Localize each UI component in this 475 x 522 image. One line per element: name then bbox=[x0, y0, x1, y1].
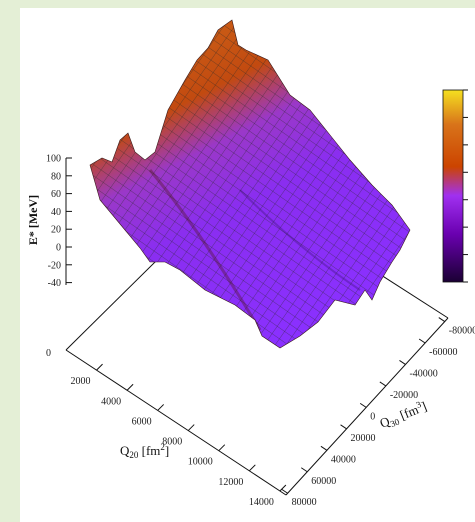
figure-frame: 100 80 60 40 20 0 -20 -40 0 E* [MeV] 2000 4000 60… bbox=[20, 8, 475, 522]
q20-tick-mark bbox=[96, 363, 103, 371]
z-tick-label: 100 bbox=[46, 154, 61, 165]
q30-axis-ticks: -80000 -60000 -40000 -20000 0 20000 40000 60000… bbox=[281, 317, 475, 508]
q30-tick-label: -40000 bbox=[409, 368, 437, 379]
q30-tick-label: 0 bbox=[370, 411, 375, 422]
q30-tick-mark bbox=[281, 488, 288, 494]
q20-tick-label: 14000 bbox=[249, 497, 274, 508]
q20-tick-mark bbox=[126, 383, 134, 391]
q30-tick-mark bbox=[340, 424, 347, 430]
q20-axis-label: Q20 [fm2] bbox=[120, 442, 169, 460]
q20-tick-mark bbox=[218, 444, 226, 452]
q30-tick-mark bbox=[379, 381, 387, 387]
z-tick-label: 60 bbox=[51, 189, 61, 200]
colorbar-ticks bbox=[463, 89, 468, 283]
q30-tick-mark bbox=[300, 467, 308, 473]
colorbar-gradient bbox=[442, 89, 464, 283]
q20-tick-mark bbox=[187, 424, 195, 431]
q20-tick-mark bbox=[279, 484, 287, 492]
z-tick-label: 0 bbox=[56, 243, 61, 254]
q30-tick-label: 60000 bbox=[311, 476, 336, 487]
colorbar bbox=[442, 89, 468, 283]
z-axis-ticks: 100 80 60 40 20 0 -20 -40 bbox=[46, 154, 72, 289]
z-tick-label: -40 bbox=[48, 278, 61, 289]
q30-axis-line bbox=[285, 317, 449, 496]
z-tick-label: 40 bbox=[51, 207, 61, 218]
q20-tick-label: 6000 bbox=[132, 416, 152, 427]
q30-tick-label: -80000 bbox=[449, 326, 475, 337]
q20-tick-label: 4000 bbox=[101, 396, 121, 407]
q30-tick-mark bbox=[418, 338, 426, 344]
q20-tick-label: 12000 bbox=[218, 477, 243, 488]
q30-tick-label: -20000 bbox=[390, 390, 418, 401]
q30-axis-label: Q30 [fm3] bbox=[377, 397, 429, 432]
q30-tick-label: -60000 bbox=[429, 347, 457, 358]
q20-axis-ticks: 2000 4000 6000 8000 10000 12000 14000 bbox=[71, 363, 287, 508]
z-tick-label: 20 bbox=[51, 225, 61, 236]
z-tick-label: 80 bbox=[51, 171, 61, 182]
q20-tick-label: 2000 bbox=[71, 376, 91, 387]
z-floor-label: 0 bbox=[46, 348, 51, 359]
q30-tick-mark bbox=[399, 360, 406, 365]
energy-surface bbox=[89, 19, 411, 349]
q30-tick-mark bbox=[320, 445, 328, 451]
surface-chart: 100 80 60 40 20 0 -20 -40 0 E* [MeV] 2000 4000 60… bbox=[26, 19, 475, 508]
q30-tick-mark bbox=[438, 317, 446, 322]
q30-tick-label: 20000 bbox=[351, 433, 376, 444]
z-tick-label: -20 bbox=[48, 260, 61, 271]
q30-tick-mark bbox=[359, 402, 367, 408]
q20-axis-line bbox=[65, 349, 287, 496]
q20-tick-label: 8000 bbox=[162, 437, 182, 448]
q30-tick-label: 80000 bbox=[292, 497, 317, 508]
z-axis-label: E* [MeV] bbox=[26, 195, 40, 245]
q30-tick-label: 40000 bbox=[331, 454, 356, 465]
q20-tick-label: 10000 bbox=[188, 457, 213, 468]
q20-tick-mark bbox=[248, 464, 256, 472]
q20-tick-mark bbox=[157, 404, 165, 411]
